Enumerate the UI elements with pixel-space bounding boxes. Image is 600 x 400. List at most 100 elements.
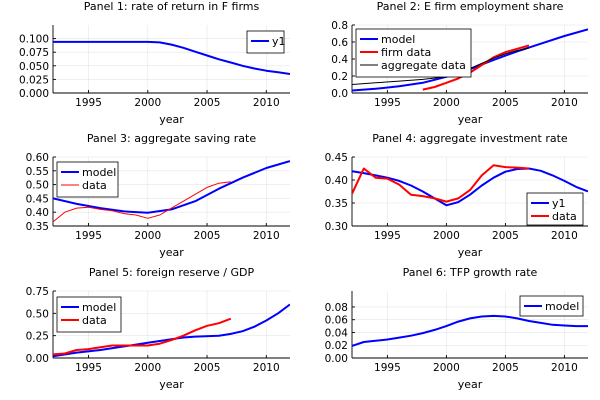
y-tick-label: 0.075 [19,47,49,59]
series-line-model [53,303,290,358]
panel-4: 1995 2000 2005 2010 0.30 0.35 0.40 0.45 Panel 4:… [325,132,588,259]
y-tick-label: 0.4 [331,54,348,66]
x-tick-label: 2000 [433,230,460,242]
y-tick-label: 0.04 [325,327,349,339]
legend-box [56,161,119,198]
x-tick-label: 2010 [253,230,280,242]
series-line-data [53,317,232,356]
series-line-model [352,314,588,347]
x-axis-label: year [159,113,184,126]
y-tick-label: 0.050 [19,61,49,73]
x-tick-label: 2000 [134,362,161,374]
legend-box [519,295,584,317]
legend-label: model [82,301,116,314]
x-tick-label: 2010 [551,97,578,109]
y-tick-label: 0.40 [325,175,348,187]
x-tick-label: 1995 [75,97,102,109]
x-tick-label: 2000 [134,97,161,109]
y-tick-label: 0.6 [331,37,348,49]
y-tick-label: 0.45 [325,152,348,164]
y-tick-label: 0.8 [331,20,348,32]
legend-label: data [82,314,107,327]
y-tick-label: 0.50 [26,180,49,192]
x-tick-label: 1995 [75,230,102,242]
y-tick-label: 0.75 [26,286,49,298]
series-line-y1 [352,167,588,207]
panel-3: 1995 2000 2005 2010 0.35 0.40 0.450.50 0.55 0.60… [26,132,290,259]
x-tick-label: 2010 [551,362,578,374]
y-tick-label: 0.40 [26,207,49,219]
x-tick-label: 2005 [194,97,221,109]
legend: model [519,295,584,317]
legend-label: y1 [272,35,286,48]
legend-label: data [82,179,107,192]
x-axis-label: year [458,378,483,391]
series-line-firm-data [422,44,530,91]
y-tick-label: 0.60 [26,152,49,164]
x-tick-label: 2005 [194,362,221,374]
x-tick-label: 2010 [253,362,280,374]
x-tick-label: 1995 [374,230,401,242]
panel-5: 1995 2000 2005 2010 0.00 0.25 0.50 0.75 Panel 5:… [26,266,290,391]
y-tick-label: 0.30 [325,221,348,233]
y-tick-label: 0.02 [325,340,348,352]
chart-title: Panel 4: aggregate investment rate [372,132,568,145]
chart-title: Panel 2: E firm employment share [377,0,564,13]
legend-label: firm data [381,46,431,59]
x-axis-label: year [159,378,184,391]
x-tick-label: 2005 [492,362,519,374]
x-tick-label: 2005 [194,230,221,242]
x-tick-label: 1995 [374,362,401,374]
y-tick-label: 0.00 [325,353,348,365]
x-tick-label: 2000 [433,362,460,374]
legend-label: model [82,166,116,179]
x-axis-label: year [458,246,483,259]
legend-label: data [552,210,577,223]
y-tick-label: 0.000 [19,88,49,100]
x-tick-label: 2005 [492,230,519,242]
y-tick-label: 0.100 [19,34,49,46]
y-tick-label: 0.0 [331,88,348,100]
chart-title: Panel 5: foreign reserve / GDP [89,266,255,279]
x-tick-label: 2005 [492,97,519,109]
panel-6: 1995 2000 2005 2010 0.000.020.040.060.08 Pane… [325,266,588,391]
y-tick-label: 0.08 [325,302,348,314]
y-tick-label: 0.50 [26,308,49,320]
legend-label: model [381,33,415,46]
x-tick-label: 2010 [253,97,280,109]
chart-title: Panel 3: aggregate saving rate [87,132,256,145]
y-tick-label: 0.45 [26,193,49,205]
x-tick-label: 2000 [134,230,161,242]
series-line-y1 [53,40,290,75]
chart-title: Panel 6: TFP growth rate [403,266,538,279]
y-tick-label: 0.025 [19,74,49,86]
y-tick-label: 0.25 [26,331,49,343]
x-tick-label: 1995 [75,362,102,374]
series-line-data [53,181,231,223]
chart-title: Panel 1: rate of return in F firms [84,0,260,13]
series-line-data [352,164,530,203]
y-tick-label: 0.35 [26,221,49,233]
y-tick-label: 0.55 [26,166,49,178]
series-line-model [53,160,290,214]
legend-label: y1 [552,197,566,210]
legend: y1 [246,30,286,54]
legend-box [526,192,584,226]
y-tick-label: 0.00 [26,353,49,365]
x-axis-label: year [159,246,184,259]
x-tick-label: 2010 [551,230,578,242]
legend-box [56,296,122,333]
y-tick-label: 0.06 [325,315,349,327]
legend-label: model [545,300,579,313]
legend-label: aggregate data [381,59,466,72]
x-axis-label: year [458,113,483,126]
x-tick-label: 1995 [374,97,401,109]
y-tick-label: 0.2 [331,71,348,83]
y-tick-label: 0.35 [325,198,348,210]
